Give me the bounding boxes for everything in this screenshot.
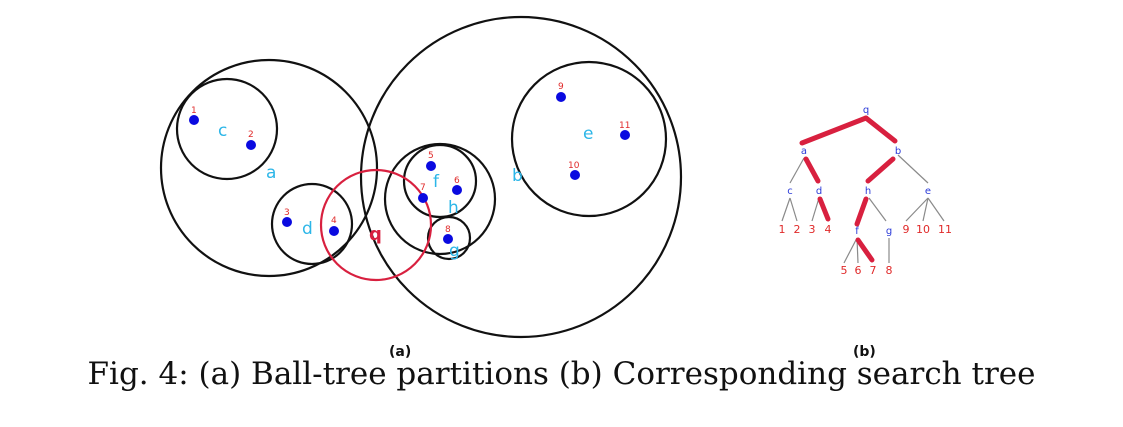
point-label-7: 7: [420, 183, 426, 193]
point-label-5: 5: [428, 151, 434, 161]
ball-c: [175, 77, 279, 181]
ball-label-e: e: [583, 124, 593, 144]
point-7: [418, 193, 428, 203]
point-5: [426, 161, 436, 171]
ball-label-g: g: [449, 241, 460, 261]
tree-leaf-11: 11: [938, 223, 952, 236]
ball-d: [270, 182, 354, 266]
point-label-10: 10: [568, 161, 580, 171]
point-label-2: 2: [248, 130, 254, 140]
ball-label-f: f: [433, 172, 440, 192]
tree-node-a: a: [801, 146, 807, 157]
point-label-6: 6: [454, 176, 460, 186]
point-9: [556, 92, 566, 102]
point-2: [246, 140, 256, 150]
ball-f: [402, 143, 478, 219]
tree-node-h: h: [865, 186, 871, 197]
point-11: [620, 130, 630, 140]
tree-node-g: g: [886, 226, 892, 237]
point-10: [570, 170, 580, 180]
tree-node-e: e: [925, 186, 931, 197]
panel-a: c a d f h g b e q 1 2 3 4 5 6 7 8: [159, 15, 683, 360]
ball-label-d: d: [302, 219, 313, 239]
ball-label-a: a: [266, 163, 276, 183]
ball-g: [426, 215, 472, 261]
ball-label-c: c: [218, 121, 227, 141]
tree-node-f: f: [855, 226, 859, 237]
tree-leaf-3: 3: [809, 223, 816, 236]
tree-leaf-6: 6: [855, 264, 862, 277]
point-3: [282, 217, 292, 227]
tree-leaf-8: 8: [886, 264, 893, 277]
ball-a: [159, 58, 379, 278]
point-label-9: 9: [558, 82, 564, 92]
query-ball: [319, 168, 433, 282]
tree-leaf-4: 4: [825, 223, 832, 236]
points: [189, 92, 630, 244]
point-label-1: 1: [191, 106, 197, 116]
tree-node-c: c: [787, 186, 793, 197]
point-8: [443, 234, 453, 244]
panel-a-sublabel: (a): [389, 344, 411, 360]
ball-label-h: h: [448, 198, 459, 218]
panel-b-sublabel: (b): [853, 344, 876, 360]
panel-b: q a b c d h e f g 1 2 3 4 9 10 11 5 6 7 …: [779, 105, 953, 360]
tree-leaf-5: 5: [841, 264, 848, 277]
point-label-4: 4: [331, 216, 337, 226]
ball-label-b: b: [512, 166, 523, 186]
query-label: q: [369, 224, 382, 245]
tree-leaf-9: 9: [903, 223, 910, 236]
point-6: [452, 185, 462, 195]
ball-h: [383, 142, 497, 256]
tree-node-q: q: [863, 105, 869, 116]
ball-e: [510, 60, 668, 218]
tree-node-b: b: [895, 146, 901, 157]
point-label-8: 8: [445, 225, 451, 235]
search-path: [799, 115, 898, 263]
tree-leaf-1: 1: [779, 223, 786, 236]
tree-leaf-10: 10: [916, 223, 930, 236]
figure-caption: Fig. 4: (a) Ball-tree partitions (b) Cor…: [87, 356, 1036, 392]
tree-leaf-2: 2: [794, 223, 801, 236]
point-label-11: 11: [619, 121, 630, 131]
point-4: [329, 226, 339, 236]
tree-leaf-7: 7: [870, 264, 877, 277]
ball-b: [359, 15, 683, 339]
point-label-3: 3: [284, 208, 290, 218]
point-1: [189, 115, 199, 125]
tree-edges: [781, 154, 945, 264]
tree-node-d: d: [816, 186, 822, 197]
